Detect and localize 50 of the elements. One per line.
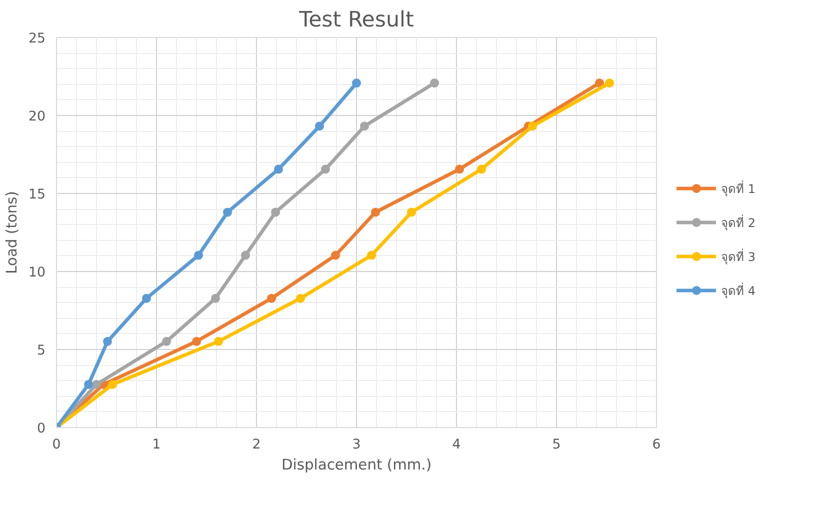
legend-label: จุดที่ 4 [721,282,756,300]
y-tick-label: 20 [28,110,46,124]
point [241,250,250,260]
point [267,294,276,303]
point [103,336,112,346]
point [223,208,232,217]
point [595,78,604,88]
x-tick-label: 3 [352,438,361,452]
point [315,122,324,131]
point [331,250,340,260]
chart-title: Test Result [298,8,414,32]
legend-label: จุดที่ 2 [721,214,756,232]
point [407,208,416,217]
point [296,294,305,303]
point [455,164,464,174]
y-tick-label: 5 [37,344,46,358]
point [352,78,361,88]
point [477,164,486,174]
point [92,380,101,389]
point [162,336,171,346]
y-tick-label: 25 [28,32,46,46]
point [214,336,223,346]
point [192,336,201,346]
point [360,122,369,131]
y-tick-label: 0 [37,422,46,436]
point [371,208,380,217]
point [321,164,330,174]
y-axis-title: Load (tons) [4,191,21,274]
point [367,250,376,260]
point [430,78,439,88]
point [528,122,537,131]
x-axis-title: Displacement (mm.) [281,456,432,474]
point [211,294,220,303]
point [605,78,614,88]
point [142,294,151,303]
x-tick-label: 0 [52,438,61,452]
x-tick-label: 1 [152,438,161,452]
point [84,380,93,389]
x-tick-label: 5 [552,438,561,452]
point [194,250,203,260]
point [274,164,283,174]
x-tick-label: 4 [452,438,461,452]
y-tick-label: 15 [28,188,46,202]
x-tick-label: 2 [252,438,261,452]
point [108,380,117,389]
point [271,208,280,217]
x-tick-label: 6 [652,438,661,452]
y-tick-label: 10 [28,266,46,280]
legend-label: จุดที่ 3 [721,248,756,266]
legend-label: จุดที่ 1 [721,180,756,198]
